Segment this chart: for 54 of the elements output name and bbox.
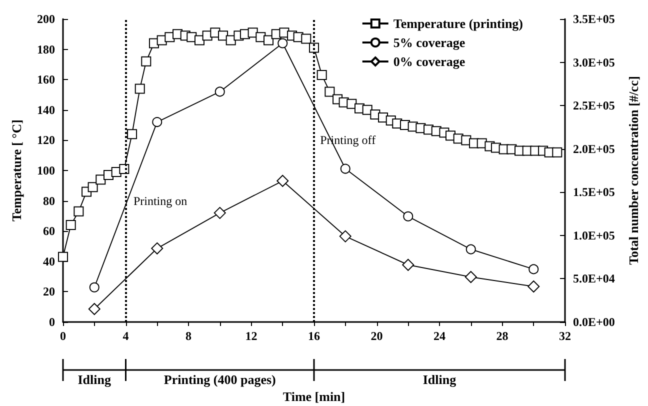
y-tick-label: 160 [37,72,55,87]
annotation: Printing on [133,194,188,208]
y-tick-label: 180 [37,42,55,56]
y-tick-label: 100 [37,164,55,178]
y-tick-label: 80 [43,194,55,208]
point [278,38,288,48]
point [152,117,162,128]
y-tick-label: 200 [37,12,55,26]
point [403,211,414,222]
y-tick-label: 40 [43,254,55,268]
legend-label: Temperature (printing) [393,16,524,31]
x-tick-label: 32 [559,329,571,343]
legend-label: 5% coverage [393,35,466,50]
y-tick-label: 20 [43,284,55,299]
point [402,258,414,271]
x-tick-label: 0 [60,329,66,343]
x-axis-title: Time [min] [282,389,346,404]
x-tick-label: 8 [186,329,192,343]
point [528,280,540,293]
point [151,242,164,254]
x-tick-label: 16 [308,329,320,343]
y-tick-label: 60 [43,224,55,238]
y-tick-label: 120 [37,133,55,148]
y2-tick-label: 5.0E+04 [573,272,615,286]
point [276,174,289,187]
y2-tick-label: 1.0E+05 [573,228,615,242]
x-tick-label: 4 [122,329,129,343]
point [528,264,539,274]
point [88,303,100,316]
y-tick-label: 140 [37,102,55,117]
y2-tick-label: 3.0E+05 [573,55,615,70]
text: Idling [78,372,112,387]
y2-tick-label: 1.5E+05 [573,185,615,200]
point [339,230,352,242]
point [214,86,225,97]
point [89,282,100,292]
point [464,270,477,283]
y2-tick-label: 2.0E+05 [573,142,615,156]
point [214,206,226,219]
y2-tick-label: 0.0E+00 [573,315,615,329]
x-tick-label: 28 [496,329,508,343]
y-tick-label: 0 [49,315,55,329]
y2-tick-label: 3.5E+05 [573,12,615,26]
legend-label: 0% coverage [393,54,466,69]
x-tick-label: 20 [370,329,383,343]
y2-axis-title: Total number concentration [#/cc] [626,76,641,265]
text: Printing (400 pages) [164,372,276,387]
x-tick-label: 12 [245,329,258,343]
y2-tick-label: 2.5E+05 [573,98,615,113]
x-tick-label: 24 [434,329,446,343]
point [466,244,476,254]
point [340,164,350,174]
y-axis-title: Temperature [ °C] [9,120,24,222]
text: Idling [422,372,457,387]
